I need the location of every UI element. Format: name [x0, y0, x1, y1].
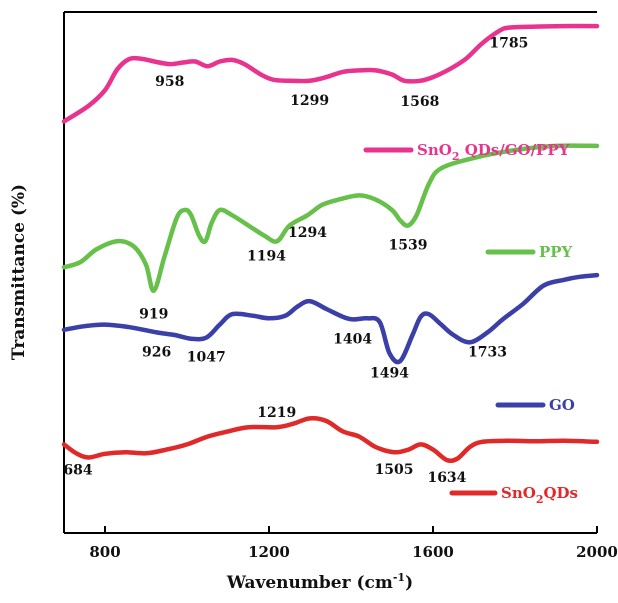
x-tick-label: 1200: [248, 543, 290, 561]
peak-label: 1404: [333, 331, 372, 347]
peak-label: 926: [142, 344, 171, 360]
legend-label-sno2-qds: SnO2QDs: [501, 484, 578, 506]
x-ticks: 800 1200 1600 2000: [89, 526, 618, 561]
legend-label-ppy: PPY: [539, 243, 573, 261]
peak-label: 1219: [257, 405, 296, 421]
peak-label: 1539: [389, 238, 428, 254]
legend-label-rest: QDs/GO/PPY: [459, 141, 569, 159]
peak-label: 1785: [489, 36, 528, 52]
peak-label: 684: [63, 462, 92, 478]
peak-label: 1733: [468, 344, 507, 360]
x-tick-label: 800: [89, 543, 120, 561]
peak-label: 1194: [247, 249, 286, 265]
x-axis-title-sup: -1: [393, 571, 405, 584]
series-line-sno2-qds-go-ppy: [61, 23, 600, 124]
peak-label: 958: [155, 74, 184, 90]
legend-label-sub: 2: [452, 150, 460, 163]
series-line-sno2-qds: [61, 416, 600, 464]
legend-label-main: SnO: [501, 484, 536, 502]
peak-label: 1294: [288, 225, 327, 241]
legend-label-sno2-qds-go-ppy: SnO2 QDs/GO/PPY: [417, 141, 570, 163]
x-axis-title: Wavenumber (cm-1): [226, 571, 413, 593]
peak-label: 1634: [427, 470, 466, 486]
x-tick-label: 2000: [576, 543, 618, 561]
series-lines: [61, 23, 600, 464]
x-axis-title-suffix: ): [405, 573, 413, 593]
peak-label: 1299: [290, 93, 329, 109]
peak-label: 1047: [187, 350, 226, 366]
series-line-ppy: [61, 143, 600, 293]
y-axis-title: Transmittance (%): [9, 184, 29, 360]
peak-label: 919: [139, 307, 168, 323]
legend-label-sub: 2: [536, 493, 544, 506]
series-line-go: [61, 272, 600, 365]
legend-label-main: SnO: [417, 141, 452, 159]
legend-label-go: GO: [549, 396, 575, 414]
x-tick-label: 1600: [412, 543, 454, 561]
peak-label: 1568: [400, 94, 439, 110]
x-axis-title-main: Wavenumber (cm: [226, 573, 393, 593]
peak-label: 1494: [370, 365, 409, 381]
legend-label-rest: QDs: [543, 484, 578, 502]
peak-label: 1505: [375, 462, 414, 478]
